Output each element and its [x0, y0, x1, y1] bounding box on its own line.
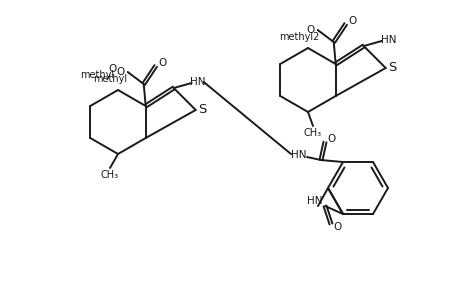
Text: HN: HN	[380, 35, 396, 45]
Text: O: O	[306, 25, 314, 35]
Text: O: O	[158, 58, 167, 68]
Text: methyl: methyl	[92, 74, 127, 84]
Text: methyl: methyl	[79, 70, 113, 80]
Text: HN: HN	[291, 150, 306, 160]
Text: S: S	[388, 61, 396, 74]
Text: CH₃: CH₃	[101, 170, 119, 180]
Text: O: O	[333, 222, 341, 232]
Text: S: S	[198, 103, 207, 116]
Text: methyl2: methyl2	[279, 32, 319, 42]
Text: O: O	[327, 134, 336, 144]
Text: CH₃: CH₃	[303, 128, 321, 138]
Text: HN: HN	[307, 196, 322, 206]
Text: O: O	[108, 64, 117, 74]
Text: O: O	[348, 16, 356, 26]
Text: O: O	[116, 67, 124, 77]
Text: HN: HN	[190, 77, 205, 87]
